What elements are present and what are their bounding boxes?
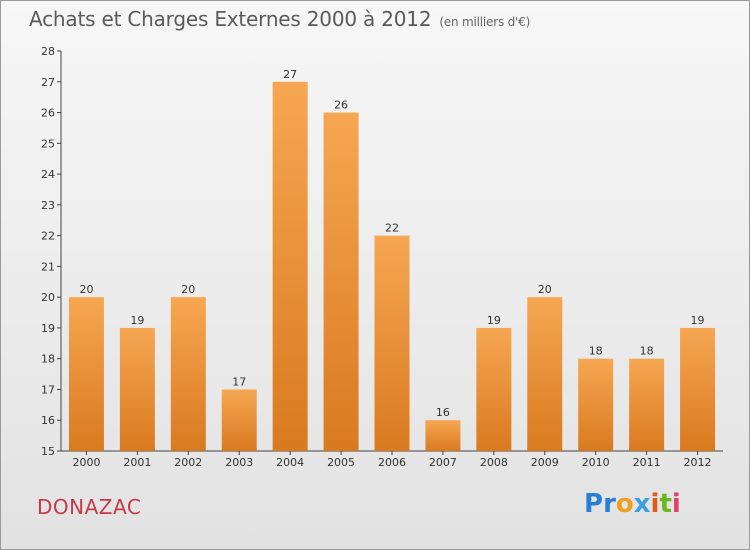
proxiti-logo: Proxiti bbox=[584, 489, 681, 519]
bar bbox=[374, 235, 410, 451]
data-label: 19 bbox=[691, 314, 705, 327]
x-tick-label: 2008 bbox=[480, 456, 508, 469]
logo-letter: t bbox=[659, 489, 672, 519]
y-tick-label: 23 bbox=[41, 199, 55, 212]
bar bbox=[425, 420, 461, 451]
logo-letter: P bbox=[584, 489, 604, 519]
data-label: 27 bbox=[283, 68, 297, 81]
data-label: 20 bbox=[79, 283, 93, 296]
y-tick-label: 25 bbox=[41, 137, 55, 150]
bar bbox=[272, 81, 308, 452]
data-label: 26 bbox=[334, 99, 348, 112]
x-tick-label: 2000 bbox=[72, 456, 100, 469]
data-label: 17 bbox=[232, 375, 246, 388]
bar bbox=[119, 327, 155, 451]
logo-letter: r bbox=[603, 489, 616, 519]
x-tick-label: 2011 bbox=[633, 456, 661, 469]
x-tick-label: 2001 bbox=[123, 456, 151, 469]
x-tick-label: 2009 bbox=[531, 456, 559, 469]
data-label: 19 bbox=[130, 314, 144, 327]
chart-subtitle: (en milliers d'€) bbox=[439, 15, 531, 29]
logo-letter: o bbox=[615, 489, 634, 519]
data-label: 20 bbox=[538, 283, 552, 296]
bar bbox=[527, 297, 563, 451]
bar bbox=[68, 297, 104, 451]
x-tick-label: 2003 bbox=[225, 456, 253, 469]
y-tick-label: 19 bbox=[41, 322, 55, 335]
y-tick-label: 21 bbox=[41, 260, 55, 273]
place-name: DONAZAC bbox=[37, 495, 142, 519]
x-tick-label: 2007 bbox=[429, 456, 457, 469]
y-tick-label: 16 bbox=[41, 414, 55, 427]
y-tick-label: 22 bbox=[41, 230, 55, 243]
data-label: 22 bbox=[385, 222, 399, 235]
y-tick-label: 28 bbox=[41, 45, 55, 58]
x-tick-label: 2002 bbox=[174, 456, 202, 469]
data-label: 18 bbox=[589, 345, 603, 358]
data-label: 19 bbox=[487, 314, 501, 327]
y-tick-label: 27 bbox=[41, 76, 55, 89]
x-tick-label: 2005 bbox=[327, 456, 355, 469]
x-tick-label: 2010 bbox=[582, 456, 610, 469]
logo-letter: i bbox=[650, 489, 660, 519]
y-tick-label: 24 bbox=[41, 168, 55, 181]
bar bbox=[629, 358, 665, 451]
bar bbox=[680, 327, 716, 451]
bar bbox=[578, 358, 614, 451]
logo-letter: i bbox=[671, 489, 681, 519]
data-label: 20 bbox=[181, 283, 195, 296]
title-text: Achats et Charges Externes 2000 à 2012 bbox=[29, 7, 432, 31]
logo-letter: x bbox=[633, 489, 651, 519]
data-label: 16 bbox=[436, 406, 450, 419]
x-tick-label: 2012 bbox=[684, 456, 712, 469]
data-label: 18 bbox=[640, 345, 654, 358]
y-tick-label: 20 bbox=[41, 291, 55, 304]
bar bbox=[170, 297, 206, 451]
y-tick-label: 18 bbox=[41, 353, 55, 366]
bar bbox=[323, 112, 359, 452]
chart-title: Achats et Charges Externes 2000 à 2012 (e… bbox=[29, 7, 530, 31]
x-tick-label: 2006 bbox=[378, 456, 406, 469]
x-tick-label: 2004 bbox=[276, 456, 304, 469]
y-tick-label: 15 bbox=[41, 445, 55, 458]
y-tick-label: 17 bbox=[41, 383, 55, 396]
y-tick-label: 26 bbox=[41, 107, 55, 120]
bar bbox=[476, 327, 512, 451]
bar bbox=[221, 389, 257, 451]
